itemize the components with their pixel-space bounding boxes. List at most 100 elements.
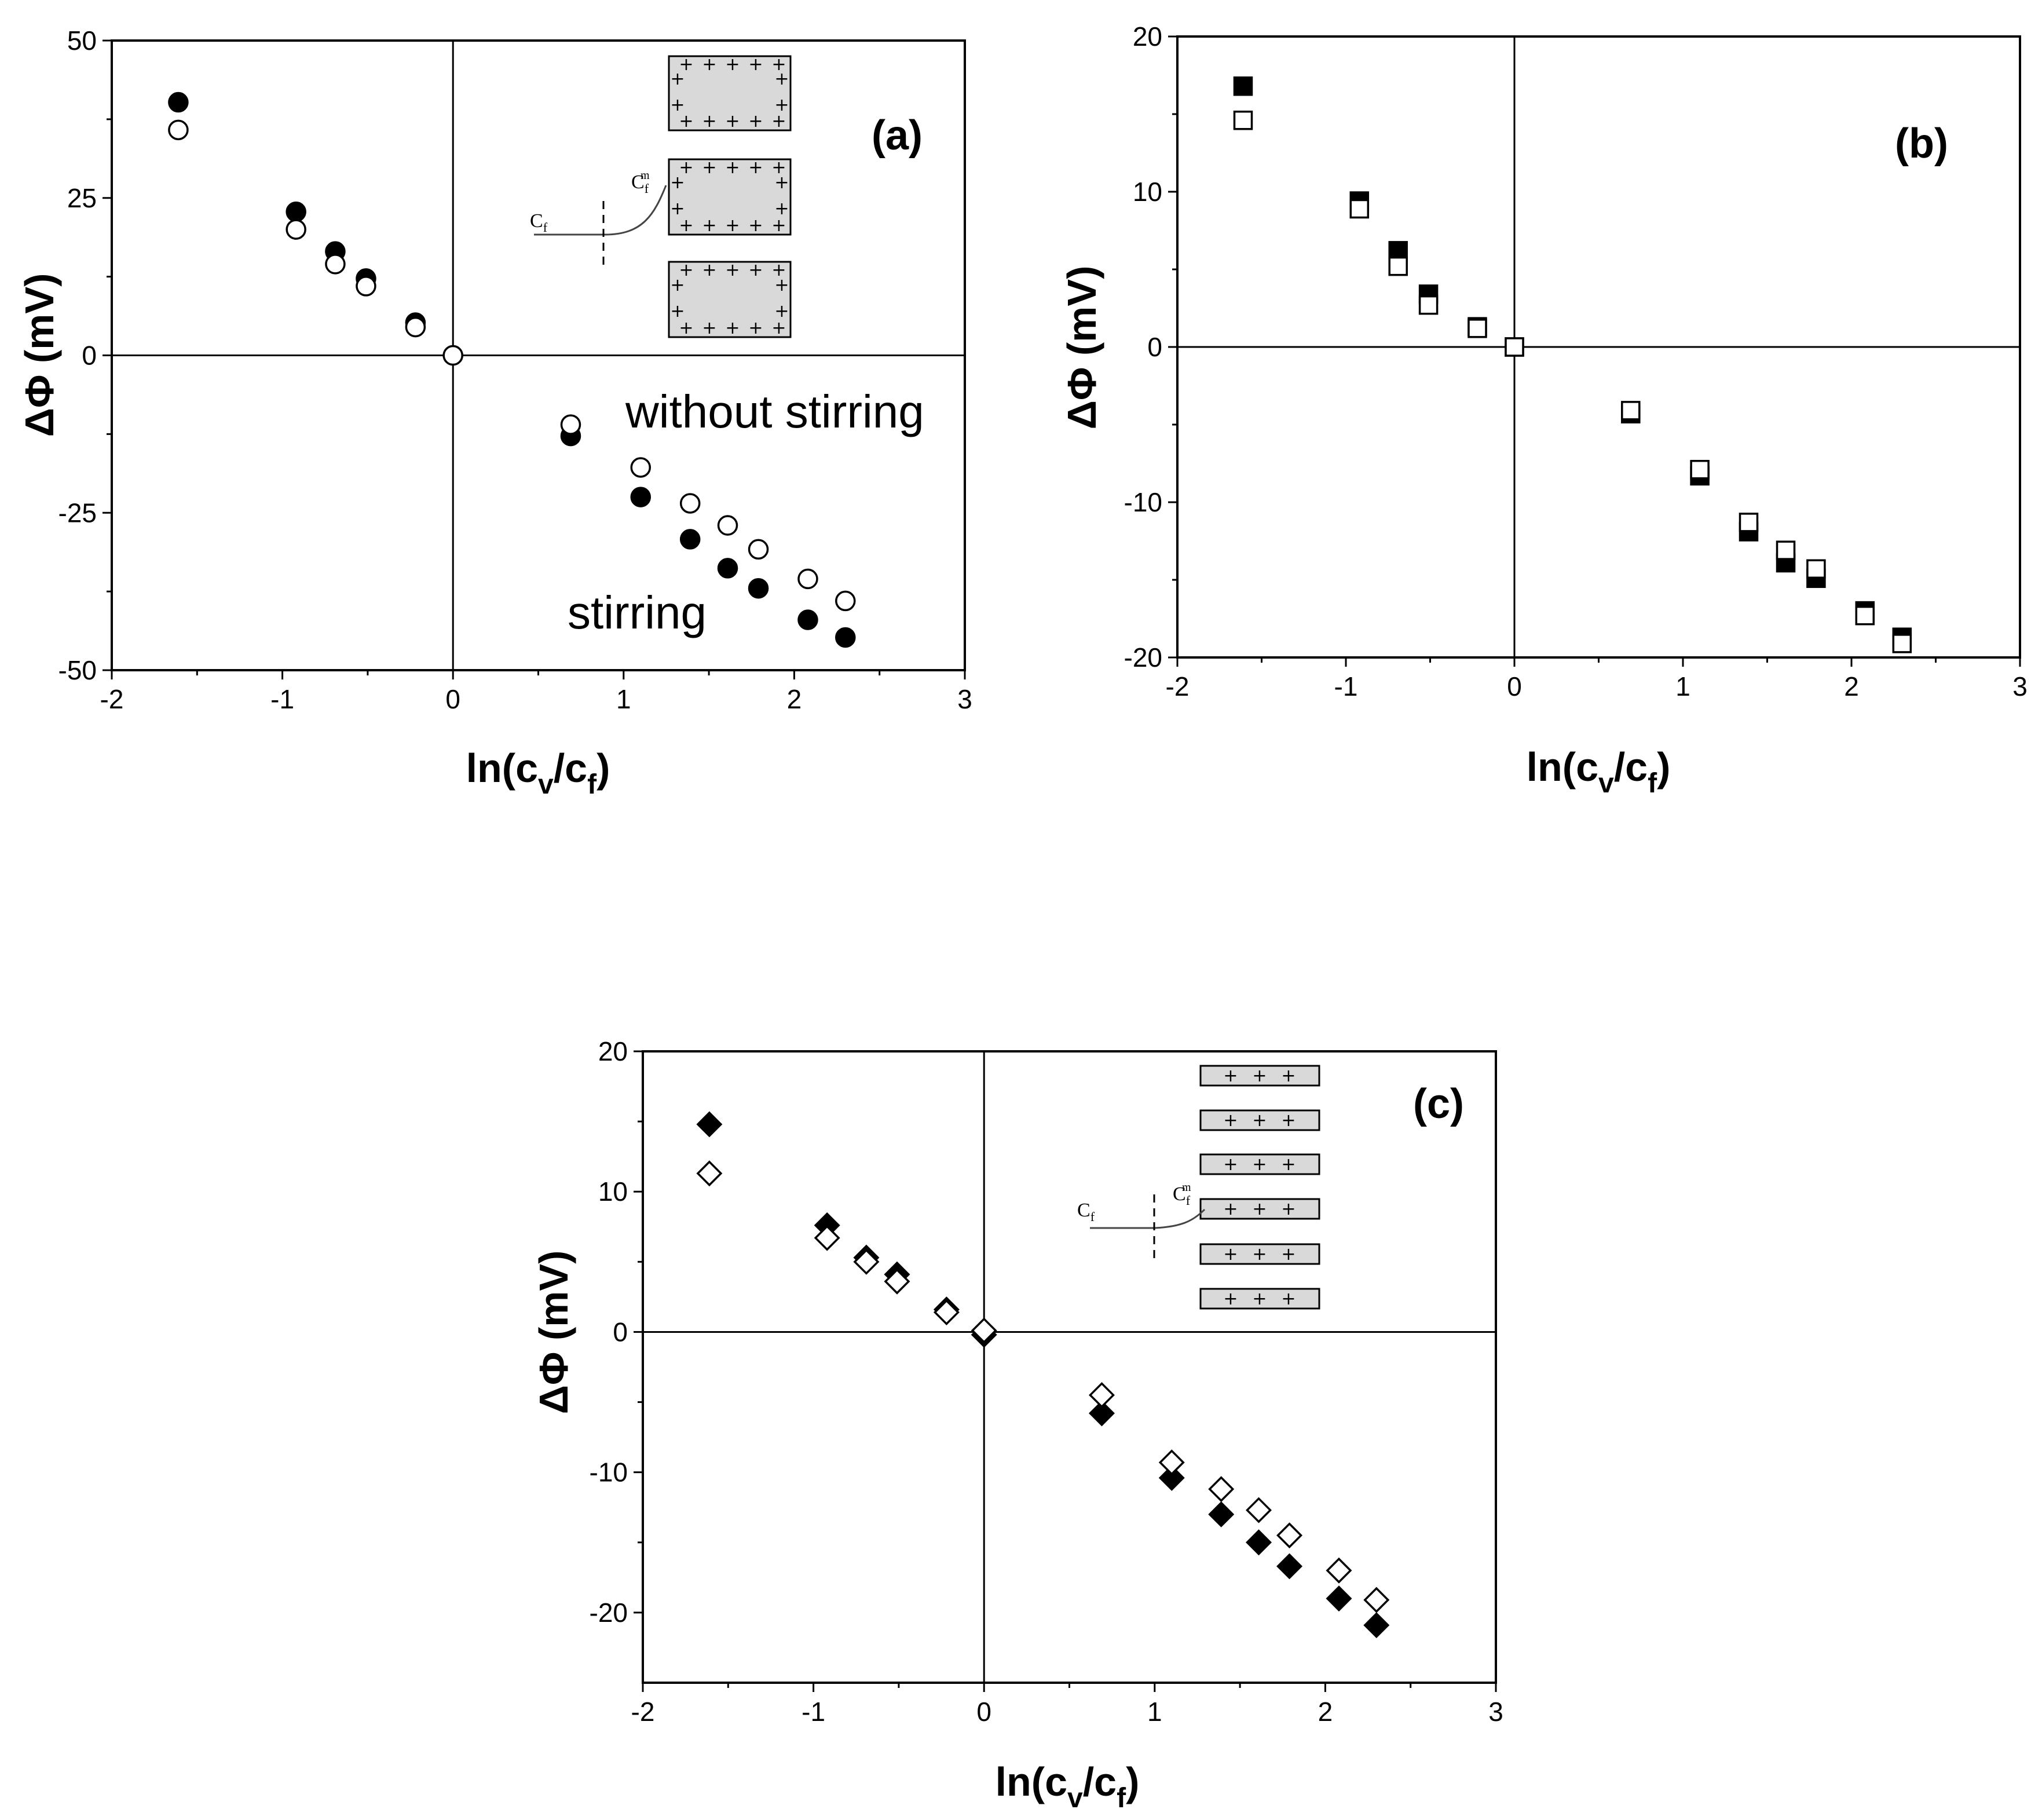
- y-axis-label-b: ΔΦ (mV): [1059, 266, 1104, 430]
- open-square-point: [1690, 459, 1710, 480]
- charge-plus: +: [1252, 1154, 1267, 1175]
- filled-diamond-point: [1326, 1585, 1352, 1612]
- cfm-label-a: Cfm: [631, 169, 650, 196]
- open-circle-point: [835, 590, 856, 612]
- y-tick-label: -10: [590, 1457, 628, 1488]
- membrane-strip: [1199, 1288, 1320, 1310]
- open-diamond-point: [1326, 1557, 1352, 1584]
- open-diamond-point: [1088, 1382, 1115, 1408]
- annotation-without-stirring: without stirring: [625, 386, 924, 437]
- plot-frame-c: [642, 1050, 1497, 1684]
- x-tick-label: 1: [1675, 671, 1690, 701]
- charge-plus: +: [771, 111, 786, 131]
- filled-diamond-point: [1208, 1501, 1235, 1527]
- open-square-point: [1776, 540, 1796, 560]
- charge-plus: +: [1252, 1199, 1267, 1219]
- filled-diamond-point: [1276, 1553, 1303, 1580]
- filled-square-point: [1233, 76, 1253, 96]
- open-square-point: [1806, 559, 1826, 579]
- y-tick-label: 0: [82, 341, 97, 371]
- open-circle-point: [748, 539, 769, 560]
- x-tick-label: 0: [976, 1697, 991, 1727]
- y-tick-label: 20: [598, 1036, 628, 1066]
- cf-label-c: Cf: [1077, 1200, 1095, 1224]
- charge-plus: +: [771, 54, 786, 75]
- y-tick-label: -10: [1124, 487, 1162, 517]
- open-circle-point: [797, 568, 818, 590]
- y-tick-label: 10: [1133, 177, 1162, 207]
- filled-circle-point: [835, 627, 856, 648]
- open-circle-point: [325, 254, 346, 275]
- panel-label-c: (c): [1413, 1081, 1464, 1127]
- charge-plus: +: [774, 301, 789, 321]
- charge-plus: +: [679, 318, 693, 338]
- open-diamond-point: [1158, 1449, 1185, 1476]
- x-tick-label: 2: [787, 684, 802, 714]
- membrane-inset-a: +++++++++++ ++ ++++++++++++ ++ ++++++++++++ +…: [530, 54, 792, 338]
- open-square-point: [1505, 337, 1524, 357]
- open-square-point: [1621, 401, 1641, 421]
- charge-plus: +: [679, 158, 693, 178]
- filled-diamond-point: [1246, 1529, 1272, 1556]
- charge-plus: +: [1281, 1110, 1296, 1131]
- x-tick-label: 1: [1147, 1697, 1162, 1727]
- y-tick-label: -20: [590, 1598, 628, 1628]
- membrane-strip: [1199, 1198, 1320, 1220]
- x-tick-label: -2: [631, 1697, 655, 1727]
- open-diamond-point: [1363, 1587, 1390, 1613]
- y-tick-label: 0: [1147, 332, 1162, 362]
- open-diamond-point: [884, 1268, 910, 1295]
- open-square-point: [1855, 605, 1875, 626]
- charge-plus: +: [748, 54, 763, 75]
- charge-plus: +: [670, 173, 685, 193]
- open-diamond-point: [696, 1160, 723, 1187]
- open-square-point: [1739, 513, 1759, 532]
- y-axis-label-a: ΔΦ (mV): [17, 273, 62, 437]
- charge-plus: +: [774, 95, 789, 115]
- charge-plus: +: [670, 301, 685, 321]
- charge-plus: +: [725, 215, 740, 236]
- filled-circle-point: [630, 487, 652, 507]
- open-diamond-point: [814, 1225, 840, 1251]
- charge-plus: +: [748, 111, 763, 131]
- charge-plus: +: [725, 54, 740, 75]
- filled-circle-point: [168, 92, 189, 113]
- charge-plus: +: [702, 215, 716, 236]
- charge-plus: +: [725, 318, 740, 338]
- y-tick-label: 0: [613, 1317, 628, 1347]
- open-square-point: [1468, 319, 1487, 338]
- open-circle-point: [442, 345, 463, 366]
- x-tick-label: -2: [1166, 671, 1190, 701]
- charge-plus: +: [1223, 1154, 1238, 1175]
- charge-plus: +: [774, 199, 789, 219]
- annotation-stirring: stirring: [568, 587, 707, 638]
- panel-label-b: (b): [1895, 120, 1948, 167]
- membrane-strip: [1199, 1153, 1320, 1175]
- open-diamond-point: [1276, 1522, 1303, 1549]
- open-diamond-point: [1208, 1476, 1235, 1503]
- charge-plus: +: [702, 260, 716, 280]
- x-tick-label: -1: [1334, 671, 1358, 701]
- charge-plus: +: [1281, 1066, 1296, 1086]
- membrane-inset-c: + + + + + + + + + + + + + + + + + + Cf Cfm: [1077, 1065, 1320, 1310]
- x-tick-label: -1: [270, 684, 294, 714]
- filled-diamond-point: [1363, 1612, 1390, 1639]
- x-tick-label: 2: [1318, 1697, 1333, 1727]
- charge-plus: +: [771, 318, 786, 338]
- cf-label-a: Cf: [530, 210, 548, 235]
- charge-plus: +: [725, 111, 740, 131]
- charge-plus: +: [1223, 1110, 1238, 1131]
- open-square-point: [1349, 199, 1370, 219]
- x-tick-label: 1: [616, 684, 631, 714]
- y-tick-label: 25: [67, 183, 97, 213]
- filled-diamond-point: [696, 1111, 723, 1138]
- charge-plus: +: [1252, 1066, 1267, 1086]
- cfm-label-c: Cfm: [1173, 1181, 1191, 1208]
- panel-label-a: (a): [872, 112, 923, 159]
- x-tick-label: -1: [802, 1697, 825, 1727]
- charge-plus: +: [1281, 1289, 1296, 1309]
- charge-plus: +: [748, 215, 763, 236]
- charge-plus: +: [771, 158, 786, 178]
